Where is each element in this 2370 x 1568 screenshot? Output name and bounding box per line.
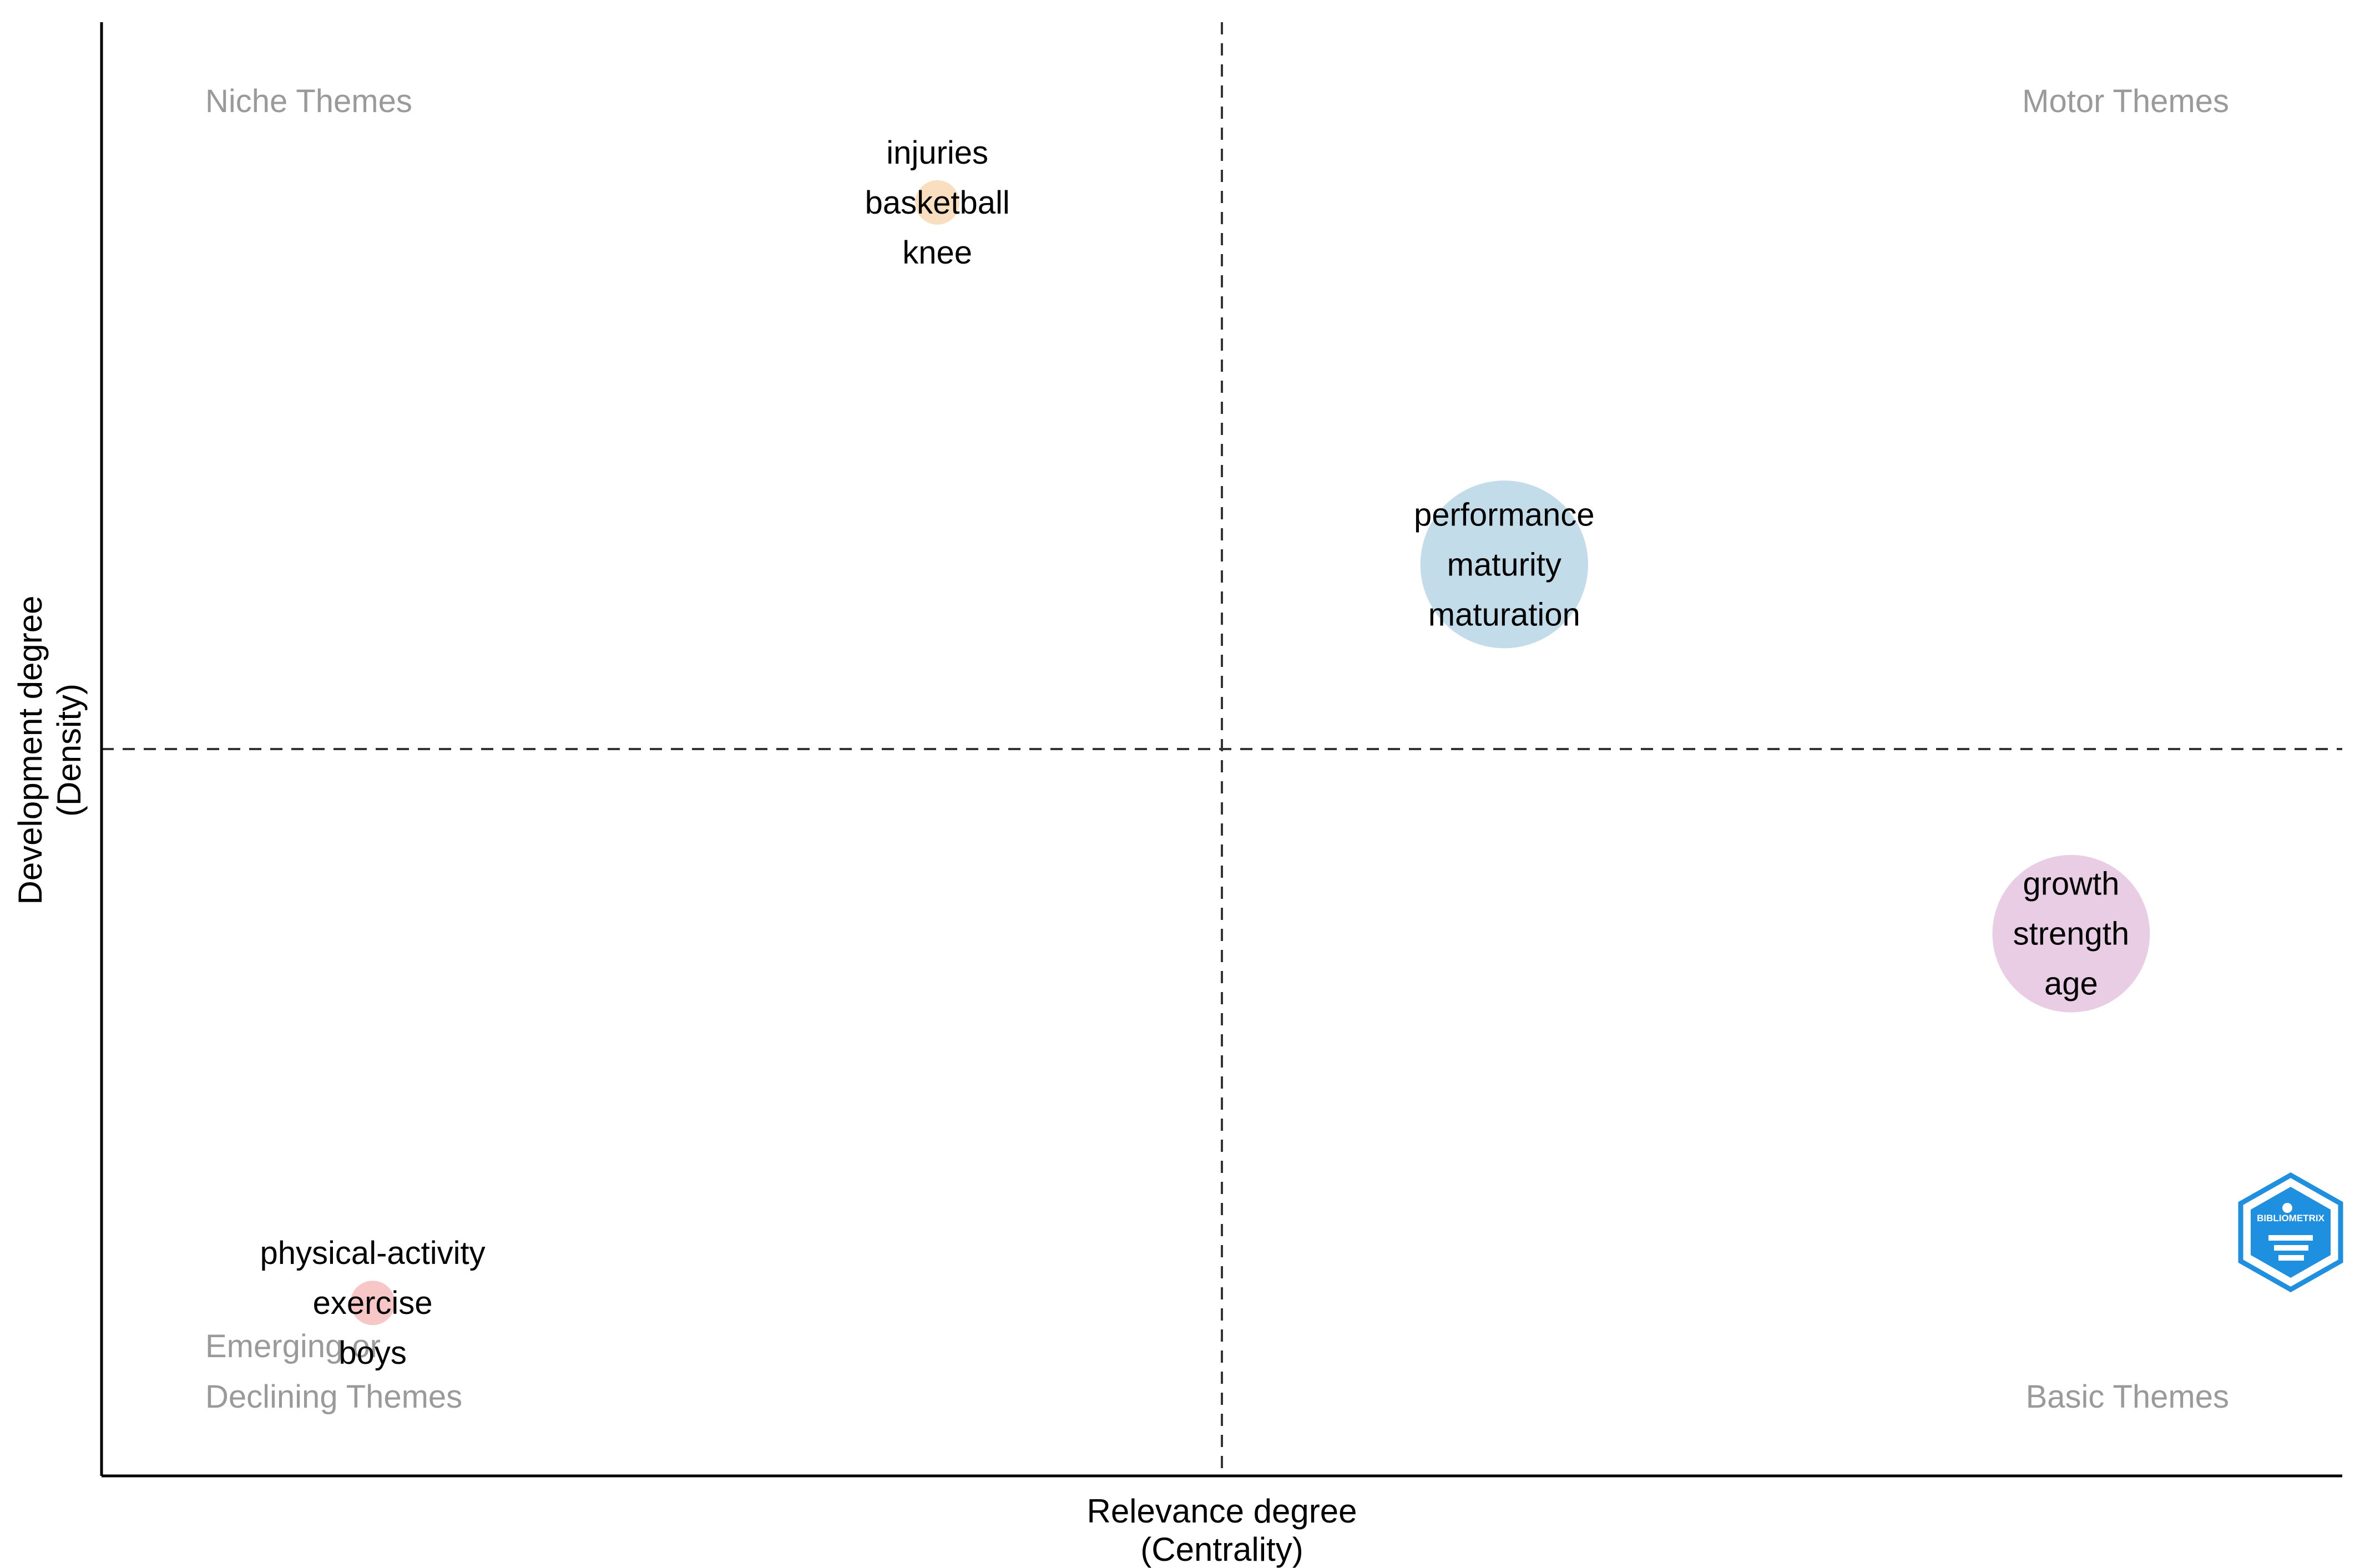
cluster-keyword-label: growth [2023,866,2119,902]
cluster-bubble-1 [1420,480,1588,649]
cluster-bubble-3 [350,1281,395,1326]
cluster-keyword-label: exercise [313,1285,433,1321]
quadrant-label-emerging-line2: Declining Themes [205,1379,462,1415]
quadrant-label-basic: Basic Themes [2026,1379,2229,1415]
cluster-keyword-label: injuries [886,135,988,171]
cluster-keyword-label: performance [1414,497,1595,533]
cluster-keyword-label: basketball [865,185,1010,221]
cluster-keyword-label: age [2044,966,2098,1002]
y-axis-title-line1: Development degree [12,595,49,904]
x-axis-title-line2: (Centrality) [1140,1531,1303,1568]
cluster-keyword-label: maturity [1447,547,1562,583]
y-axis-title-line2: (Density) [50,684,88,817]
cluster-keyword-label: boys [338,1335,407,1371]
cluster-bubble-0 [915,180,960,225]
quadrant-label-niche: Niche Themes [205,83,412,119]
cluster-keyword-label: strength [2013,916,2130,952]
cluster-keyword-label: physical-activity [260,1235,486,1271]
x-axis-title-line1: Relevance degree [1087,1493,1357,1530]
logo-text: BIBLIOMETRIX [2257,1213,2324,1223]
cluster-keyword-label: knee [902,235,972,271]
cluster-keywords: injuries basketball knee performance maturit… [260,135,2130,1371]
cluster-bubbles [350,180,2150,1326]
cluster-keyword-label: maturation [1428,596,1580,633]
quadrant-label-emerging-line1: Emerging or [205,1328,381,1364]
quadrant-label-motor: Motor Themes [2022,83,2229,119]
bibliometrix-logo-icon: BIBLIOMETRIX [2238,1172,2343,1293]
cluster-bubble-2 [1992,854,2150,1013]
